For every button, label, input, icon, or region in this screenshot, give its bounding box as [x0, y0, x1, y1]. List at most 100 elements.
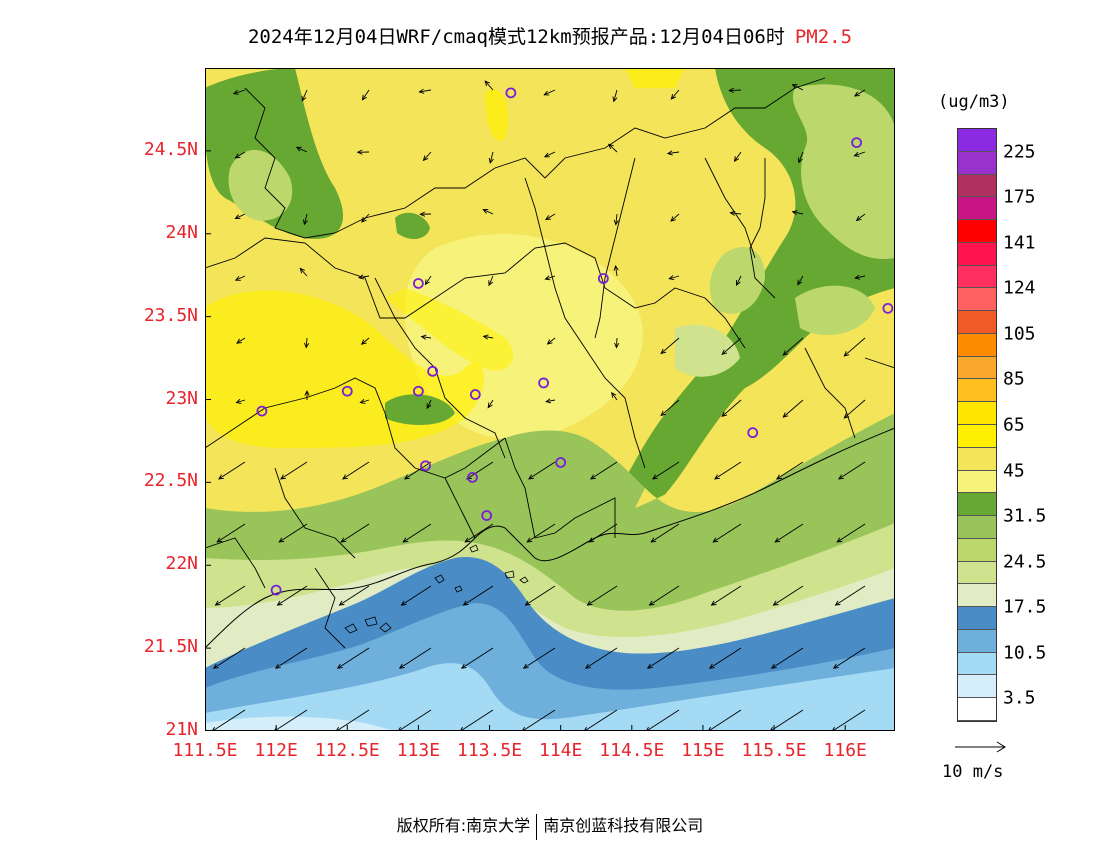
wind-vector: [402, 523, 432, 543]
wind-vector: [646, 647, 680, 669]
wind-vector: [487, 399, 494, 409]
wind-vector: [303, 337, 310, 349]
wind-vector: [522, 647, 556, 669]
station-marker: [538, 377, 549, 389]
wind-vector: [611, 391, 618, 401]
wind-vector: [424, 275, 432, 286]
x-tick-label: 111.5E: [172, 740, 238, 761]
colorbar-label: 45: [1003, 460, 1025, 482]
wind-vector: [404, 461, 432, 480]
wind-vector: [774, 523, 804, 543]
colorbar-label: 225: [1003, 141, 1036, 163]
wind-vector: [648, 585, 680, 606]
wind-vector: [359, 398, 370, 404]
x-tick-label: 113E: [396, 740, 441, 761]
field-lightgreen-e2: [795, 285, 875, 336]
x-tick-label: 115.5E: [741, 740, 807, 761]
colorbar-bin: [958, 356, 996, 380]
colorbar-bin: [958, 561, 996, 585]
wind-vector: [590, 461, 618, 480]
wind-vector: [832, 647, 866, 669]
wind-vector: [708, 647, 742, 669]
wind-vector: [670, 213, 680, 222]
station-marker: [469, 389, 481, 400]
wind-vector: [338, 585, 370, 606]
wind-vector: [302, 213, 308, 226]
station-marker: [505, 87, 517, 99]
wind-vector: [274, 647, 308, 669]
x-tick-label: 114E: [538, 740, 583, 761]
map-panel: [205, 68, 895, 731]
colorbar-label: 65: [1003, 414, 1025, 436]
colorbar-bin: [958, 516, 996, 539]
colorbar-label: 124: [1003, 277, 1036, 299]
wind-vector: [721, 337, 742, 355]
wind-vector: [488, 275, 494, 287]
wind-vector: [276, 585, 308, 606]
wind-vector: [608, 143, 618, 153]
wind-vector: [418, 88, 432, 94]
wind-vector: [855, 213, 866, 222]
wind-vector: [234, 151, 246, 159]
footer-copyright: 版权所有:南京大学: [396, 816, 531, 835]
wind-vector: [214, 585, 246, 606]
wind-vector: [712, 523, 742, 543]
wind-vector: [854, 274, 866, 280]
y-tick-label: 22N: [165, 553, 198, 575]
colorbar-bin: [958, 538, 996, 562]
wind-vector: [234, 275, 246, 281]
wind-vector: [798, 151, 804, 164]
wind-vector: [770, 647, 804, 669]
wind-vector: [464, 523, 494, 543]
wind-vector: [714, 461, 742, 480]
wind-vector: [791, 84, 804, 91]
wind-vector: [398, 647, 432, 669]
wind-vector: [482, 209, 494, 215]
station-marker: [413, 278, 424, 289]
wind-vector: [782, 399, 804, 418]
field-yellow-ne: [625, 68, 685, 88]
station-marker: [256, 405, 268, 417]
wind-vector: [834, 585, 866, 606]
y-tick-label: 23N: [165, 387, 198, 409]
station-marker: [481, 510, 493, 521]
colorbar-bin: [958, 493, 996, 517]
station-marker: [270, 584, 282, 596]
field-green-patch2: [385, 394, 455, 425]
colorbar-bin: [958, 584, 996, 608]
wind-vector: [612, 89, 618, 103]
wind-vector: [843, 399, 866, 419]
wind-vector: [853, 89, 866, 97]
field-yellow-mid: [385, 288, 514, 371]
wind-vector: [670, 89, 680, 100]
wind-vector: [660, 399, 680, 417]
footer-separator: [536, 813, 538, 840]
wind-vector: [729, 210, 742, 216]
wind-vector: [212, 647, 246, 669]
wind-vector: [462, 585, 494, 606]
colorbar-label: 105: [1003, 323, 1036, 345]
wind-vector: [853, 151, 866, 157]
field-band-lightblue: [205, 663, 895, 731]
wind-vector: [218, 461, 246, 480]
y-tick-label: 21N: [165, 719, 198, 740]
y-tick-label: 21.5N: [143, 636, 198, 658]
wind-vector: [791, 210, 804, 216]
wind-vector: [340, 523, 370, 543]
islands: [344, 544, 529, 634]
wind-vector: [776, 461, 804, 480]
footer: 版权所有:南京大学 南京创蓝科技有限公司: [0, 812, 1100, 840]
colorbar-bin: [958, 698, 996, 721]
wind-vector: [460, 647, 494, 669]
wind-vector: [304, 389, 310, 400]
colorbar-bin: [958, 333, 996, 357]
wind-vector: [482, 334, 494, 340]
wind-vector: [668, 275, 680, 281]
station-marker: [597, 273, 609, 284]
wind-legend-label: 10 m/s: [942, 762, 1004, 782]
station-marker: [341, 385, 353, 397]
wind-vector: [342, 461, 370, 480]
field-lightgreen-center: [675, 324, 740, 377]
wind-vector: [772, 585, 804, 606]
station-marker: [413, 385, 424, 397]
